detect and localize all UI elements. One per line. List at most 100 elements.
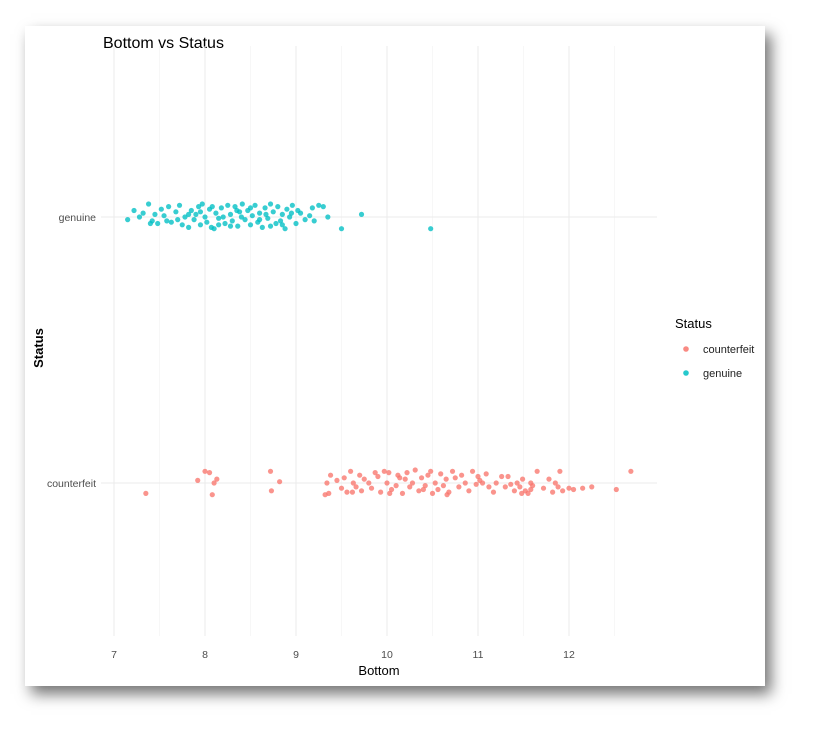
counterfeit-point xyxy=(378,489,384,495)
counterfeit-point xyxy=(425,472,431,478)
x-tick-label: 8 xyxy=(202,649,208,661)
genuine-point xyxy=(238,214,244,220)
genuine-point xyxy=(147,220,153,227)
counterfeit-point xyxy=(375,473,381,480)
counterfeit-point xyxy=(386,470,392,476)
legend-label-counterfeit: counterfeit xyxy=(703,344,754,356)
legend-title: Status xyxy=(675,316,712,331)
genuine-point xyxy=(270,209,276,215)
counterfeit-point xyxy=(443,476,449,482)
genuine-point xyxy=(232,204,238,210)
counterfeit-point xyxy=(357,472,363,478)
counterfeit-point xyxy=(528,486,534,493)
genuine-point xyxy=(252,202,258,208)
counterfeit-point xyxy=(490,489,497,495)
genuine-point xyxy=(275,204,281,210)
counterfeit-point xyxy=(475,473,481,480)
counterfeit-point xyxy=(483,471,489,477)
counterfeit-point xyxy=(416,488,422,494)
genuine-point xyxy=(267,223,274,229)
genuine-point xyxy=(227,211,234,217)
counterfeit-point xyxy=(499,473,505,480)
x-tick-label: 11 xyxy=(473,649,484,661)
counterfeit-point xyxy=(349,489,356,495)
counterfeit-point xyxy=(195,477,201,483)
counterfeit-point xyxy=(206,470,213,476)
counterfeit-point xyxy=(214,476,220,482)
counterfeit-point xyxy=(432,480,438,486)
counterfeit-point xyxy=(412,467,418,473)
scatter-chart: Bottom vs Status 7 8 9 10 11 12 counterfeit ge… xyxy=(31,35,754,678)
counterfeit-point xyxy=(462,480,468,486)
counterfeit-point xyxy=(552,480,558,486)
counterfeit-point xyxy=(589,484,595,490)
genuine-point xyxy=(188,207,194,214)
genuine-point xyxy=(239,201,245,207)
legend-label-genuine: genuine xyxy=(703,368,742,380)
counterfeit-point xyxy=(435,486,441,493)
counterfeit-point xyxy=(555,484,561,490)
genuine-point xyxy=(259,224,265,230)
genuine-point xyxy=(161,213,167,219)
counterfeit-point xyxy=(372,470,378,476)
legend-key-counterfeit xyxy=(683,346,689,352)
counterfeit-point xyxy=(353,484,359,490)
genuine-point xyxy=(164,218,170,224)
counterfeit-point xyxy=(560,488,566,494)
genuine-point xyxy=(309,205,315,211)
genuine-point xyxy=(213,210,219,216)
counterfeit-point xyxy=(466,488,472,494)
x-tick-label: 10 xyxy=(381,649,393,661)
y-axis-title: Status xyxy=(31,328,46,368)
genuine-point xyxy=(182,214,188,220)
genuine-point xyxy=(235,223,241,229)
counterfeit-point xyxy=(456,484,462,490)
genuine-point xyxy=(289,202,295,208)
counterfeit-point xyxy=(570,486,577,493)
counterfeit-point xyxy=(519,490,525,496)
genuine-point xyxy=(168,219,174,225)
counterfeit-point xyxy=(546,476,552,482)
x-tick-label: 7 xyxy=(111,649,117,661)
counterfeit-point xyxy=(505,473,511,480)
y-tick-label: counterfeit xyxy=(47,478,96,490)
genuine-point xyxy=(234,207,240,214)
genuine-point xyxy=(204,219,210,225)
genuine-point xyxy=(186,224,192,230)
counterfeit-point xyxy=(402,476,408,482)
genuine-point xyxy=(316,202,322,208)
grid-lines xyxy=(101,46,657,636)
counterfeit-point xyxy=(393,483,399,489)
counterfeit-point xyxy=(341,475,347,481)
counterfeit-point xyxy=(209,492,215,498)
genuine-point xyxy=(209,204,215,210)
counterfeit-point xyxy=(477,477,483,483)
counterfeit-point xyxy=(143,490,149,496)
genuine-point xyxy=(197,222,204,228)
genuine-point xyxy=(267,201,274,207)
genuine-point xyxy=(145,201,152,207)
y-tick-label: genuine xyxy=(59,212,97,224)
genuine-point xyxy=(155,220,161,227)
counterfeit-point xyxy=(449,468,456,474)
counterfeit-point xyxy=(486,484,492,490)
counterfeit-point xyxy=(267,468,274,474)
counterfeit-point xyxy=(519,476,526,482)
x-tick-labels: 7 8 9 10 11 12 xyxy=(111,649,575,661)
counterfeit-point xyxy=(334,477,340,483)
genuine-point xyxy=(152,211,158,217)
x-tick-label: 9 xyxy=(293,649,299,661)
genuine-point xyxy=(284,206,290,212)
counterfeit-point xyxy=(422,483,428,489)
counterfeit-point xyxy=(399,490,406,496)
counterfeit-point xyxy=(511,488,517,494)
genuine-point xyxy=(257,210,263,216)
counterfeit-point xyxy=(384,480,390,486)
counterfeit-point xyxy=(387,490,393,496)
counterfeit-point xyxy=(211,480,217,486)
genuine-point xyxy=(216,222,222,228)
counterfeit-point xyxy=(517,484,523,490)
genuine-point xyxy=(186,211,192,217)
counterfeit-point xyxy=(540,485,547,491)
genuine-point xyxy=(320,204,326,210)
